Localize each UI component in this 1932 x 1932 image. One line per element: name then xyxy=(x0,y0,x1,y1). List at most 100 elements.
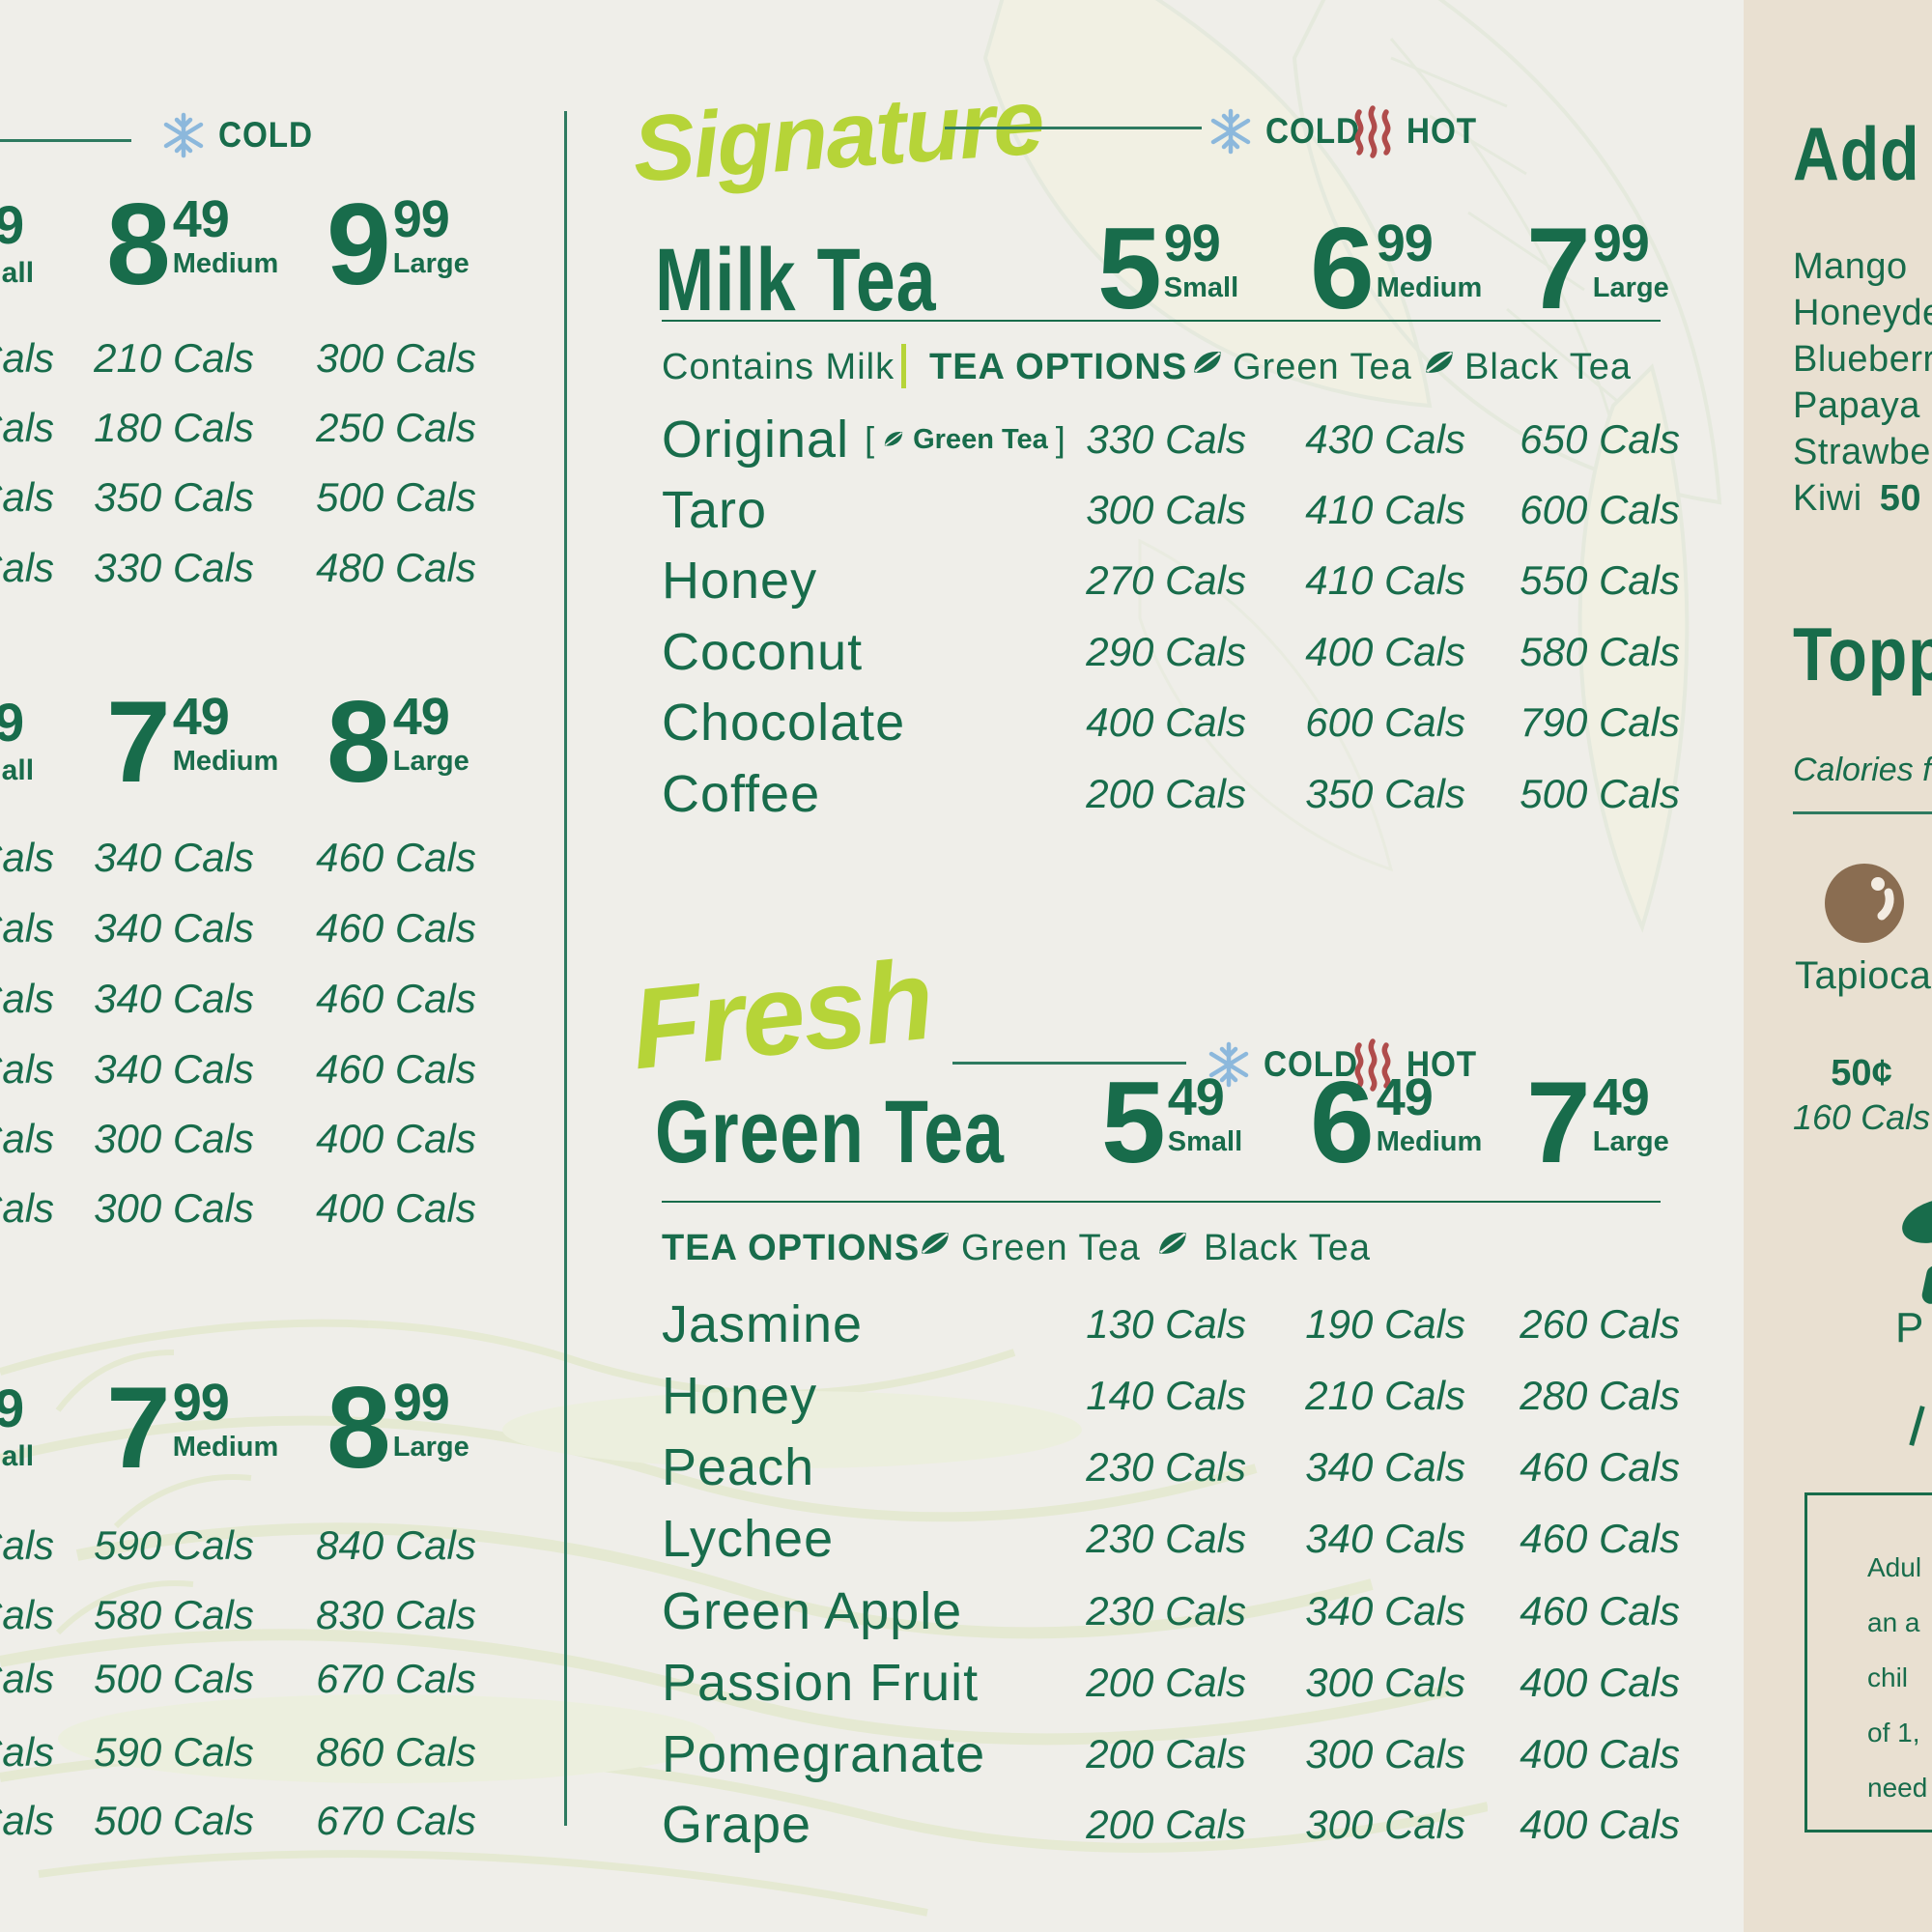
price-dollars: 8 xyxy=(327,1363,391,1492)
cold-label: COLD xyxy=(218,115,313,155)
calories-cell-medium: 590 Cals xyxy=(94,1729,254,1775)
price-size-label: Small xyxy=(1163,271,1239,303)
calories-cell-large: 260 Cals xyxy=(1520,1301,1680,1347)
green-tea-price-medium: 6 49 Medium xyxy=(1310,1065,1482,1180)
calorie-row: Cals 500 Cals 670 Cals xyxy=(0,1650,502,1708)
price-size-label: Medium xyxy=(172,1431,279,1463)
column-divider-line xyxy=(564,111,567,1826)
calorie-row: Cals 180 Cals 250 Cals xyxy=(0,399,502,457)
price-cents: 99 xyxy=(1163,214,1221,272)
calories-cell-small: 270 Cals xyxy=(1086,557,1246,603)
price-cents: 99 xyxy=(1592,214,1650,272)
calories-cell-large: 500 Cals xyxy=(316,474,476,520)
toppings-subtitle: Calories for xyxy=(1793,752,1932,788)
disclaimer-line: of 1, xyxy=(1867,1718,1920,1747)
menu-item-row: Grape 200 Cals 300 Cals 400 Cals xyxy=(662,1795,1686,1855)
calorie-row: Cals 340 Cals 460 Cals xyxy=(0,1040,502,1098)
price-cents: 99 xyxy=(1376,214,1434,272)
price-cents: 49 xyxy=(172,688,230,746)
calories-cell-large: 250 Cals xyxy=(316,405,476,450)
calories-cell-small-fragment: Cals xyxy=(0,335,55,381)
price-large: 9 99 Large xyxy=(327,180,469,309)
calories-cell-small: 290 Cals xyxy=(1086,629,1246,674)
price-cents: 99 xyxy=(392,1374,450,1432)
menu-item-name: Original[Green Tea] xyxy=(662,411,1065,469)
calories-cell-large: 460 Cals xyxy=(316,1046,476,1092)
flavor-item: Blueberry xyxy=(1793,339,1932,380)
menu-item-row: Passion Fruit 200 Cals 300 Cals 400 Cals xyxy=(662,1653,1686,1713)
calories-cell-small: 230 Cals xyxy=(1086,1444,1246,1490)
milk-tea-title: Milk Tea xyxy=(655,231,937,329)
price-dollars: 7 xyxy=(106,677,171,807)
price-cents: 99 xyxy=(172,1374,230,1432)
snowflake-icon xyxy=(163,112,204,158)
price-cents: 99 xyxy=(392,190,450,248)
clipped-small-price-size: Small xyxy=(0,257,35,289)
green-tea-price-small: 5 49 Small xyxy=(1101,1065,1242,1180)
calories-cell-large: 460 Cals xyxy=(1520,1588,1680,1634)
menu-item-row: Coconut 290 Cals 400 Cals 580 Cals xyxy=(662,622,1686,682)
green-tea-price-large: 7 49 Large xyxy=(1526,1058,1669,1187)
hot-steam-icon xyxy=(1354,105,1391,158)
snowflake-icon xyxy=(1208,1041,1249,1088)
calories-cell-medium: 340 Cals xyxy=(94,976,254,1021)
price-dollars: 7 xyxy=(1526,204,1591,333)
calorie-row: Cals 300 Cals 400 Cals xyxy=(0,1110,502,1168)
signature-header-line xyxy=(945,127,1202,129)
calorie-row: Cals 330 Cals 480 Cals xyxy=(0,539,502,597)
calories-cell-large: 460 Cals xyxy=(1520,1516,1680,1561)
calorie-row: Cals 590 Cals 840 Cals xyxy=(0,1517,502,1575)
menu-item-row: Coffee 200 Cals 350 Cals 500 Cals xyxy=(662,764,1686,824)
calorie-row: Cals 580 Cals 830 Cals xyxy=(0,1586,502,1644)
calories-cell-medium: 430 Cals xyxy=(1305,416,1465,462)
milk-tea-hot-badge: HOT xyxy=(1350,104,1485,158)
green-tea-hot-badge: HOT xyxy=(1350,1037,1485,1092)
calories-cell-large: 480 Cals xyxy=(316,545,476,590)
clipped-topping-icon-part xyxy=(1920,1265,1932,1304)
clipped-small-price-cents: 9 xyxy=(0,194,25,255)
calories-cell-large: 460 Cals xyxy=(1520,1444,1680,1490)
clipped-small-price-cents: 9 xyxy=(0,692,25,753)
calories-cell-medium: 340 Cals xyxy=(1305,1444,1465,1490)
calories-cell-medium: 300 Cals xyxy=(1305,1802,1465,1847)
calories-cell-small: 130 Cals xyxy=(1086,1301,1246,1347)
disclaimer-line: chil xyxy=(1867,1662,1909,1692)
calories-cell-small-fragment: Cals xyxy=(0,1046,55,1092)
price-medium: 7 99 Medium xyxy=(106,1370,279,1486)
price-dollars: 9 xyxy=(327,180,391,309)
menu-item-name: Coffee xyxy=(662,765,821,823)
calories-cell-large: 400 Cals xyxy=(316,1185,476,1231)
calories-cell-medium: 500 Cals xyxy=(94,1798,254,1843)
calories-cell-large: 670 Cals xyxy=(316,1656,476,1701)
calories-cell-medium: 300 Cals xyxy=(94,1116,254,1161)
price-dollars: 8 xyxy=(106,180,171,309)
menu-item-row: Honey 270 Cals 410 Cals 550 Cals xyxy=(662,551,1686,611)
flavor-item: Strawberry xyxy=(1793,432,1932,472)
calories-cell-medium: 300 Cals xyxy=(1305,1660,1465,1705)
menu-item-name: Passion Fruit xyxy=(662,1654,980,1712)
menu-item-name: Honey xyxy=(662,552,818,610)
calories-cell-medium: 350 Cals xyxy=(94,474,254,520)
calories-cell-small-fragment: Cals xyxy=(0,1729,55,1775)
calorie-row: Cals 340 Cals 460 Cals xyxy=(0,829,502,887)
menu-item-name: Peach xyxy=(662,1438,815,1496)
price-dollars: 7 xyxy=(1526,1058,1591,1187)
calories-cell-medium: 600 Cals xyxy=(1305,699,1465,745)
menu-item-row: Green Apple 230 Cals 340 Cals 460 Cals xyxy=(662,1581,1686,1641)
menu-item-name: Chocolate xyxy=(662,694,906,752)
options-divider-bar xyxy=(901,344,906,388)
calories-cell-small: 230 Cals xyxy=(1086,1516,1246,1561)
clipped-small-price-size: Small xyxy=(0,1440,35,1472)
calories-cell-large: 400 Cals xyxy=(1520,1802,1680,1847)
calories-cell-small-fragment: Cals xyxy=(0,905,55,951)
green-tea-option-label: Green Tea xyxy=(961,1228,1141,1268)
calories-cell-medium: 300 Cals xyxy=(94,1185,254,1231)
clipped-topping-label-fragment: P xyxy=(1895,1304,1924,1351)
calories-cell-small: 330 Cals xyxy=(1086,416,1246,462)
tea-options-label: TEA OPTIONS xyxy=(662,1228,921,1268)
menu-item-row: Peach 230 Cals 340 Cals 460 Cals xyxy=(662,1437,1686,1497)
calories-cell-small: 140 Cals xyxy=(1086,1373,1246,1418)
cold-label: COLD xyxy=(1265,111,1360,151)
calories-cell-small-fragment: Cals xyxy=(0,835,55,880)
price-size-label: Medium xyxy=(172,247,279,279)
